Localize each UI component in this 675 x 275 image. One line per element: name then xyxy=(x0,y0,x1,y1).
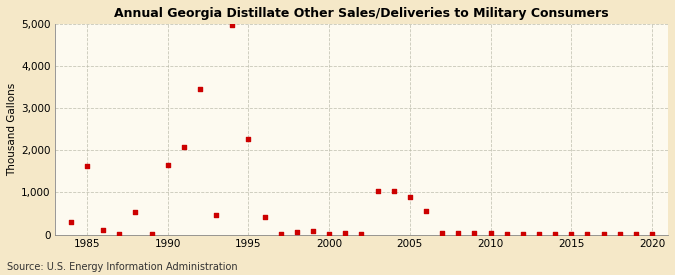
Point xyxy=(469,231,480,236)
Point xyxy=(114,232,125,236)
Point xyxy=(630,232,641,236)
Point xyxy=(259,215,270,219)
Point xyxy=(372,189,383,193)
Point xyxy=(647,232,657,236)
Point xyxy=(614,232,625,236)
Point xyxy=(292,230,302,234)
Point xyxy=(502,232,512,236)
Point xyxy=(388,189,399,193)
Point xyxy=(437,231,448,236)
Point xyxy=(65,220,76,225)
Point xyxy=(308,229,319,233)
Point xyxy=(340,230,351,235)
Point xyxy=(194,87,205,91)
Point xyxy=(421,208,431,213)
Y-axis label: Thousand Gallons: Thousand Gallons xyxy=(7,83,17,176)
Point xyxy=(211,213,221,218)
Point xyxy=(178,144,189,149)
Point xyxy=(275,232,286,236)
Point xyxy=(227,23,238,27)
Point xyxy=(485,231,496,236)
Point xyxy=(549,232,560,236)
Text: Source: U.S. Energy Information Administration: Source: U.S. Energy Information Administ… xyxy=(7,262,238,272)
Point xyxy=(163,163,173,167)
Point xyxy=(243,137,254,141)
Point xyxy=(582,232,593,236)
Point xyxy=(453,230,464,235)
Point xyxy=(146,232,157,236)
Point xyxy=(518,232,529,236)
Point xyxy=(598,232,609,236)
Point xyxy=(566,232,576,236)
Title: Annual Georgia Distillate Other Sales/Deliveries to Military Consumers: Annual Georgia Distillate Other Sales/De… xyxy=(114,7,609,20)
Point xyxy=(356,232,367,236)
Point xyxy=(130,210,141,214)
Point xyxy=(98,227,109,232)
Point xyxy=(404,194,415,199)
Point xyxy=(324,232,335,236)
Point xyxy=(533,232,544,236)
Point xyxy=(82,164,92,169)
